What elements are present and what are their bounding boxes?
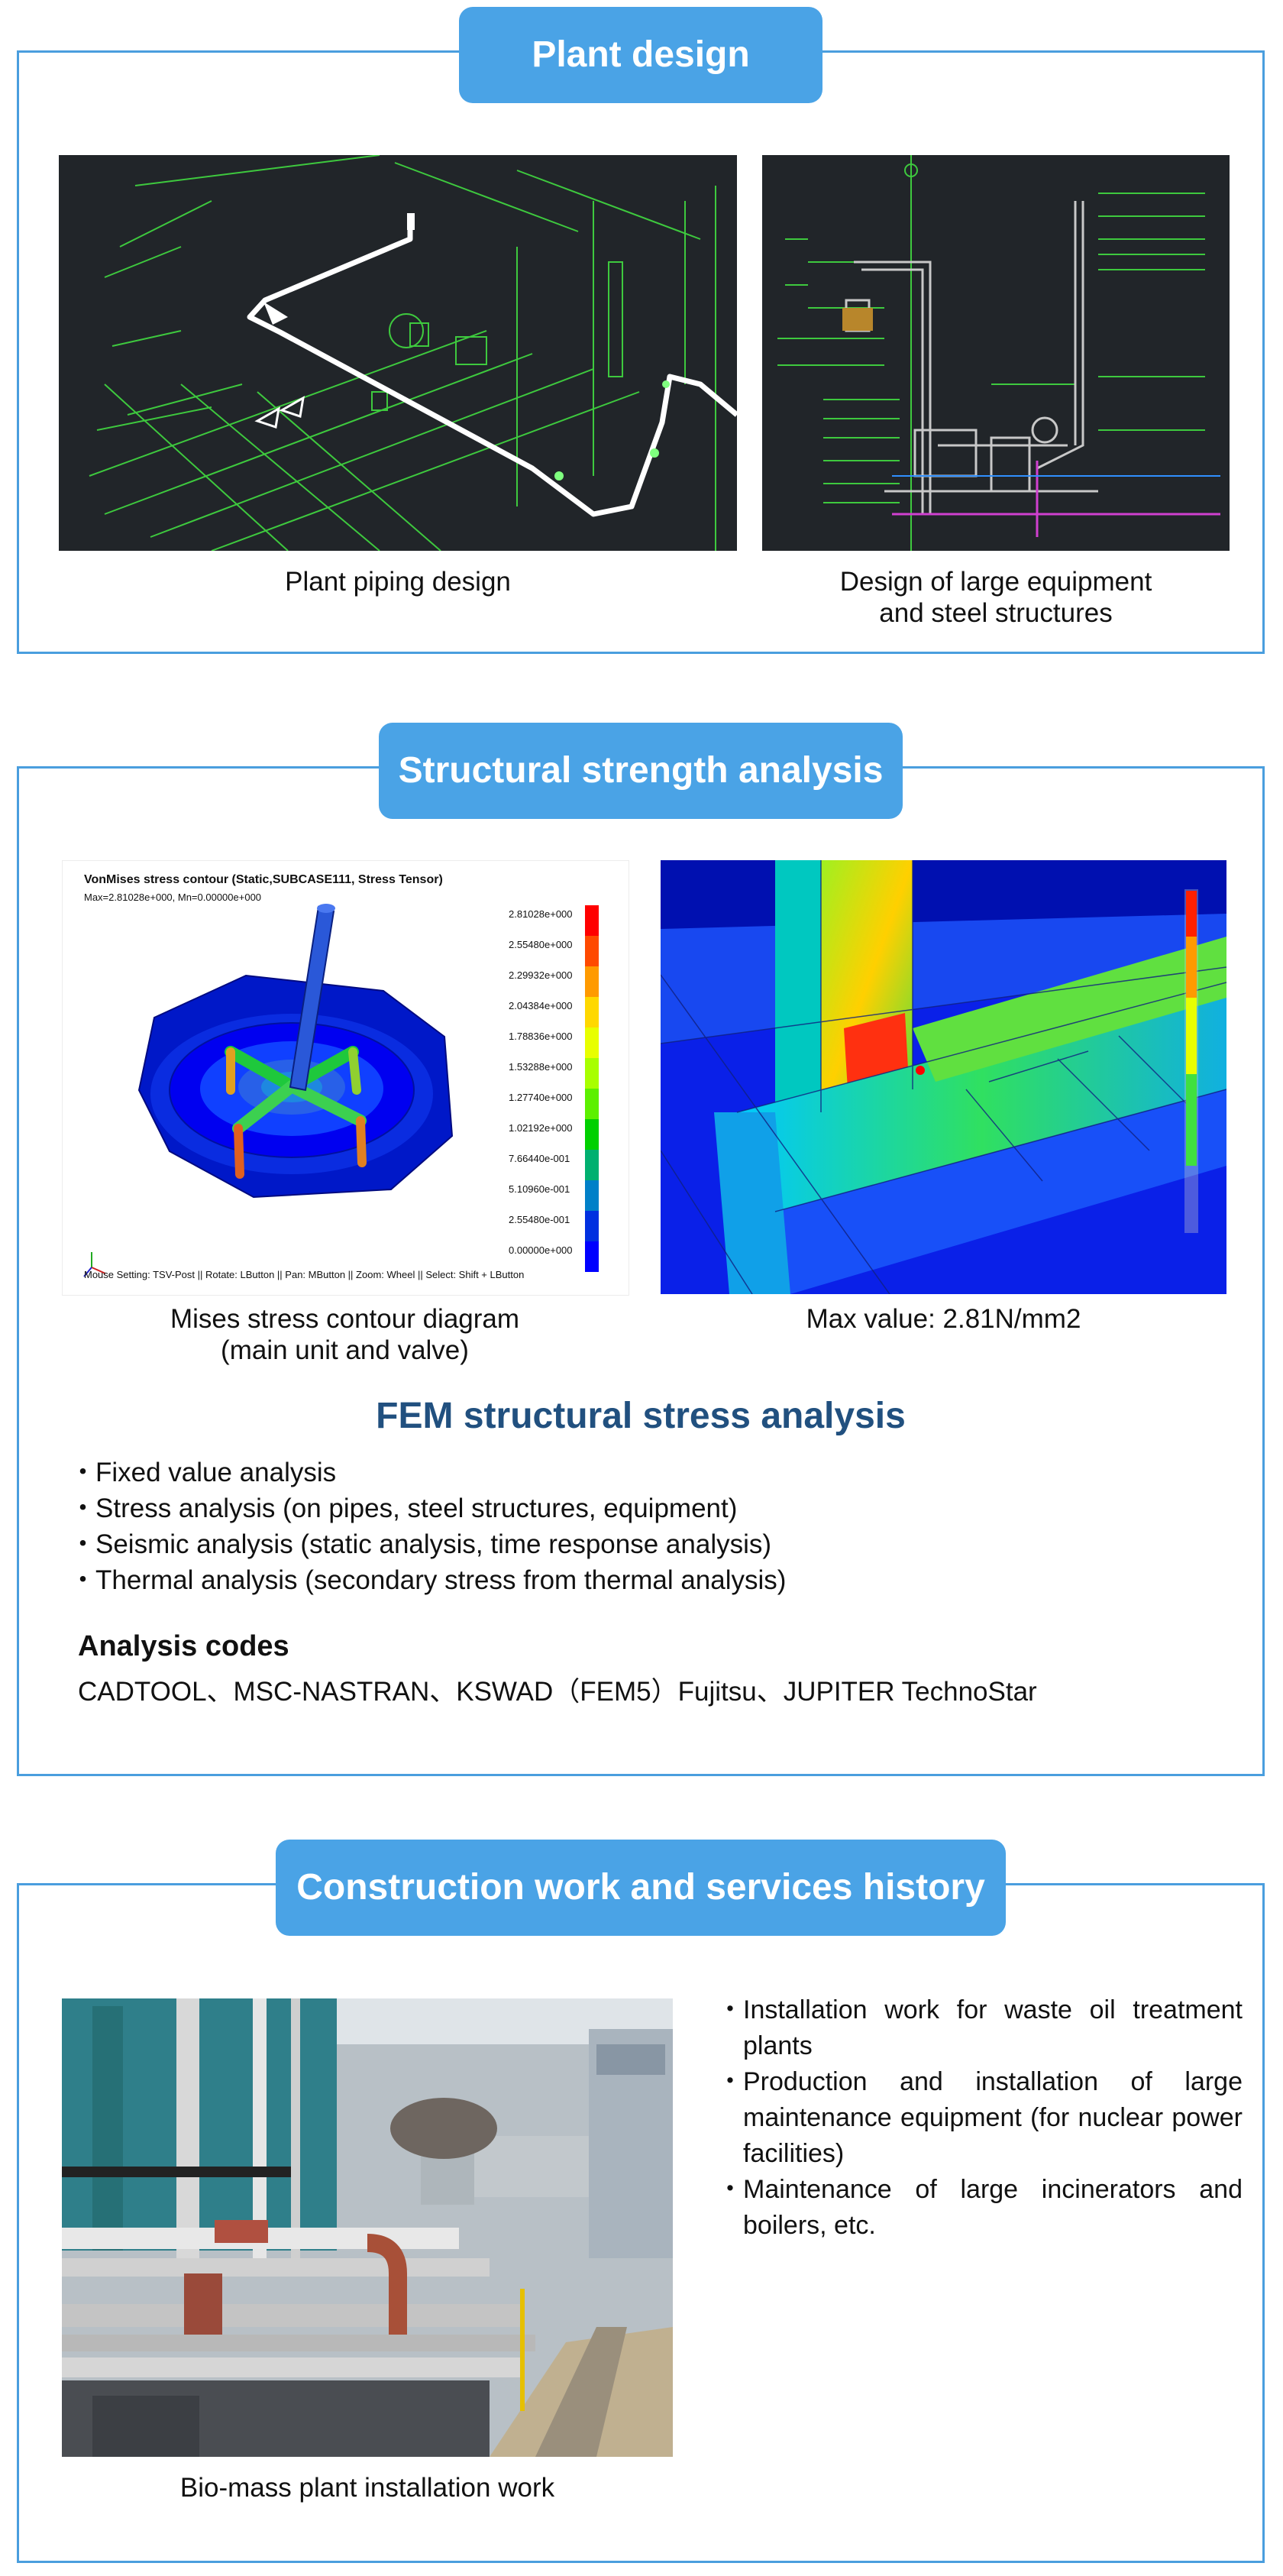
list-item: Production and installation of large mai… <box>717 2064 1243 2172</box>
list-item: Fixed value analysis <box>69 1455 1143 1490</box>
piping-isometric-graphic <box>89 155 737 551</box>
plant-design-title: Plant design <box>459 7 822 103</box>
fem-analysis-heading: FEM structural stress analysis <box>376 1396 906 1436</box>
legend-color-bar <box>585 1119 599 1150</box>
max-value-caption: Max value: 2.81N/mm2 <box>806 1304 1081 1334</box>
mises-caption-line1: Mises stress contour diagram <box>170 1304 520 1334</box>
structural-analysis-title: Structural strength analysis <box>379 723 903 819</box>
plant-piping-drawing <box>59 155 737 551</box>
plant-design-section: Plant design <box>17 7 1265 654</box>
list-item: Maintenance of large incinerators and bo… <box>717 2172 1243 2244</box>
contour-subheader: Max=2.81028e+000, Mn=0.00000e+000 <box>84 892 262 903</box>
equipment-caption-line1: Design of large equipment <box>839 567 1152 597</box>
legend-value-label: 2.81028e+000 <box>509 908 573 920</box>
equipment-caption-line2: and steel structures <box>879 598 1113 628</box>
legend-value-label: 7.66440e-001 <box>509 1153 570 1164</box>
legend-color-bar <box>585 997 599 1027</box>
list-item: Thermal analysis (secondary stress from … <box>69 1562 1143 1598</box>
legend-value-label: 2.29932e+000 <box>509 969 573 981</box>
construction-title: Construction work and services history <box>276 1840 1006 1936</box>
legend-color-bar <box>585 1089 599 1119</box>
structural-analysis-section: Structural strength analysis VonMises st… <box>17 723 1265 1776</box>
contour-footer: Mouse Setting: TSV-Post || Rotate: LButt… <box>84 1269 525 1280</box>
biomass-plant-photo <box>62 1998 673 2457</box>
legend-value-label: 1.02192e+000 <box>509 1122 573 1134</box>
equipment-steel-drawing <box>762 155 1230 551</box>
legend-color-bar <box>585 1027 599 1058</box>
fem-analysis-list: Fixed value analysis Stress analysis (on… <box>69 1455 1143 1598</box>
plant-photo-graphic <box>62 1998 673 2457</box>
construction-section: Construction work and services history <box>17 1840 1265 2563</box>
legend-value-label: 2.04384e+000 <box>509 1000 573 1011</box>
legend-color-bar <box>585 1180 599 1211</box>
legend-color-bar <box>585 936 599 966</box>
equipment-elevation-graphic <box>777 155 1220 551</box>
plant-piping-caption: Plant piping design <box>285 567 511 597</box>
analysis-codes-heading: Analysis codes <box>78 1630 289 1662</box>
legend-value-label: 1.78836e+000 <box>509 1031 573 1042</box>
legend-value-label: 2.55480e-001 <box>509 1214 570 1225</box>
legend-value-label: 0.00000e+000 <box>509 1244 573 1256</box>
closeup-model-graphic <box>661 860 1226 1294</box>
list-item: Stress analysis (on pipes, steel structu… <box>69 1490 1143 1526</box>
legend-value-label: 1.27740e+000 <box>509 1092 573 1103</box>
construction-history-list: Installation work for waste oil treatmen… <box>717 1992 1243 2244</box>
legend-color-bar <box>585 966 599 997</box>
legend-value-label: 1.53288e+000 <box>509 1061 573 1073</box>
max-stress-closeup-image <box>661 860 1226 1294</box>
list-item: Seismic analysis (static analysis, time … <box>69 1526 1143 1562</box>
valve-model-graphic <box>83 904 599 1277</box>
mises-caption: Mises stress contour diagram (main unit … <box>62 1303 628 1366</box>
contour-header: VonMises stress contour (Static,SUBCASE1… <box>84 873 443 886</box>
legend-value-label: 5.10960e-001 <box>509 1183 570 1195</box>
contour-legend <box>585 905 599 1272</box>
legend-color-bar <box>585 905 599 936</box>
legend-color-bar <box>585 1241 599 1272</box>
equipment-caption: Design of large equipment and steel stru… <box>762 566 1230 629</box>
legend-color-bar <box>585 1058 599 1089</box>
legend-color-bar <box>585 1150 599 1180</box>
legend-color-bar <box>585 1211 599 1241</box>
analysis-codes-text: CADTOOL、MSC-NASTRAN、KSWAD（FEM5）Fujitsu、J… <box>78 1677 1037 1707</box>
mises-contour-image: VonMises stress contour (Static,SUBCASE1… <box>62 860 629 1296</box>
legend-value-label: 2.55480e+000 <box>509 939 573 950</box>
mises-caption-line2: (main unit and valve) <box>221 1335 469 1365</box>
list-item: Installation work for waste oil treatmen… <box>717 1992 1243 2064</box>
biomass-photo-caption: Bio-mass plant installation work <box>179 2473 555 2503</box>
